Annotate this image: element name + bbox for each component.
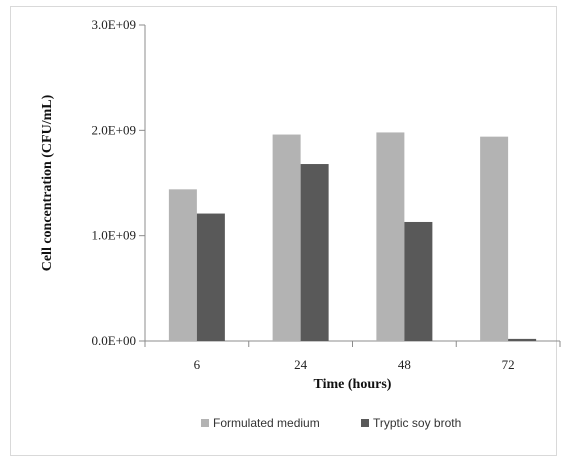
legend-label: Formulated medium — [213, 416, 320, 430]
labels: 0.0E+00 1.0E+09 2.0E+09 3.0E+09 6 24 48 72 — [91, 17, 514, 372]
legend: Formulated medium Tryptic soy broth — [201, 416, 461, 430]
x-tick-label: 72 — [502, 357, 515, 372]
bar-formulated-medium-24 — [272, 134, 301, 341]
x-axis-title: Time (hours) — [314, 377, 392, 392]
y-tick-label: 0.0E+00 — [91, 333, 136, 348]
x-tick-label: 48 — [398, 357, 411, 372]
y-tick-label: 3.0E+09 — [91, 17, 136, 32]
bar-tryptic-soy-broth-24 — [300, 164, 329, 341]
legend-label: Tryptic soy broth — [373, 416, 461, 430]
bar-tryptic-soy-broth-6 — [196, 213, 225, 341]
x-tick-label: 24 — [294, 357, 308, 372]
y-tick-label: 2.0E+09 — [91, 122, 136, 137]
legend-swatch — [201, 419, 209, 427]
bar-tryptic-soy-broth-48 — [404, 221, 433, 341]
bar-formulated-medium-72 — [480, 136, 509, 341]
bar-formulated-medium-48 — [376, 132, 405, 341]
y-tick-label: 1.0E+09 — [91, 228, 136, 243]
bar-tryptic-soy-broth-72 — [508, 338, 537, 341]
legend-swatch — [361, 419, 369, 427]
legend-item: Tryptic soy broth — [361, 416, 461, 430]
y-axis-title: Cell concentration (CFU/mL) — [40, 94, 55, 271]
x-tick-label: 6 — [194, 357, 201, 372]
legend-item: Formulated medium — [201, 416, 320, 430]
bar-formulated-medium-6 — [168, 189, 197, 341]
bars — [168, 132, 537, 341]
